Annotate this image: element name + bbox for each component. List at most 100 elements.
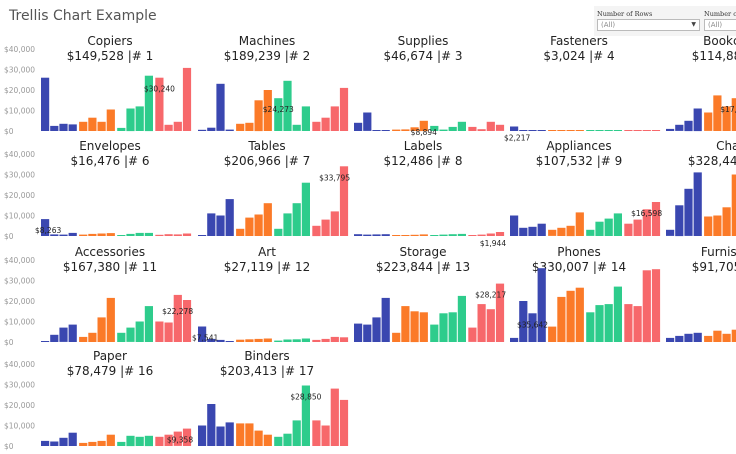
bar-paper: [59, 437, 68, 446]
bar-furnishings: [675, 335, 684, 342]
y-tick-label: $0: [4, 232, 14, 241]
data-label-labels: $1,944: [480, 239, 506, 248]
bar-fasteners: [510, 126, 519, 131]
bar-tables: [301, 182, 310, 236]
bar-fasteners: [586, 130, 595, 131]
bar-phones: [651, 269, 661, 342]
y-tick-label: $0: [4, 442, 14, 451]
bar-fasteners: [548, 130, 557, 131]
bar-machines: [312, 121, 321, 131]
panel-total-fasteners: $3,024 |# 4: [543, 49, 614, 63]
bar-appliances: [575, 212, 584, 236]
bar-copiers: [182, 67, 192, 131]
bar-art: [274, 340, 283, 342]
data-label-machines: $24,273: [263, 105, 294, 114]
bar-machines: [301, 106, 310, 131]
bar-labels: [477, 234, 486, 236]
bar-fasteners: [604, 130, 613, 131]
panel-title-bookcases: Bookcases: [703, 34, 736, 48]
data-label-supplies: $8,894: [411, 128, 437, 137]
bar-storage: [477, 304, 486, 342]
bar-paper: [126, 435, 135, 447]
panel-total-phones: $330,007 |# 14: [532, 260, 626, 274]
bar-furnishings: [684, 333, 693, 342]
bar-appliances: [624, 223, 633, 236]
bar-accessories: [164, 322, 173, 342]
bar-tables: [225, 199, 234, 236]
bar-accessories: [59, 327, 68, 342]
bar-copiers: [126, 108, 135, 132]
y-tick-label: $30,000: [4, 277, 35, 286]
panel-total-appliances: $107,532 |# 9: [536, 154, 623, 168]
bar-furnishings: [713, 330, 722, 342]
bar-labels: [457, 233, 466, 236]
y-tick-label: $0: [4, 338, 14, 347]
panel-title-fasteners: Fasteners: [550, 34, 608, 48]
panel-total-paper: $78,479 |# 16: [67, 364, 154, 378]
bar-furnishings: [666, 337, 675, 342]
panel-title-furnishings: Furnishings: [701, 245, 736, 259]
bar-phones: [633, 306, 642, 342]
bar-storage: [439, 313, 448, 342]
panel-total-binders: $203,413 |# 17: [220, 364, 314, 378]
data-label-copiers: $30,240: [144, 85, 175, 94]
bar-fasteners: [633, 130, 642, 131]
bar-phones: [604, 304, 613, 342]
bar-labels: [486, 233, 495, 236]
bar-paper: [97, 440, 106, 446]
bar-binders: [283, 433, 292, 446]
bar-binders: [254, 430, 263, 446]
bar-labels: [439, 234, 448, 236]
columns-filter-select[interactable]: (All): [704, 19, 736, 31]
bar-supplies: [457, 121, 466, 131]
bar-envelopes: [50, 234, 59, 236]
bar-binders: [321, 425, 330, 446]
bar-art: [198, 326, 207, 342]
bar-supplies: [495, 124, 505, 131]
bar-phones: [528, 313, 537, 342]
bar-copiers: [155, 77, 164, 131]
data-label-storage: $28,217: [475, 291, 506, 300]
bar-machines: [254, 100, 263, 132]
bar-labels: [363, 234, 372, 236]
page-title: Trellis Chart Example: [9, 8, 157, 24]
bar-chairs: [704, 216, 713, 236]
bar-tables: [283, 213, 292, 236]
bar-tables: [263, 203, 272, 236]
bar-envelopes: [173, 234, 182, 236]
y-tick-label: $20,000: [4, 401, 35, 410]
bar-copiers: [59, 123, 68, 131]
bar-appliances: [510, 215, 519, 236]
bar-art: [321, 338, 330, 342]
bar-furnishings: [704, 335, 713, 342]
bar-labels: [419, 234, 428, 236]
bar-envelopes: [144, 232, 153, 236]
data-label-tables: $33,795: [319, 173, 350, 182]
bar-supplies: [372, 130, 381, 131]
bar-fasteners: [537, 130, 546, 131]
bar-supplies: [477, 129, 486, 131]
rows-filter-select[interactable]: (All) ▼: [597, 19, 700, 31]
bar-paper: [135, 436, 144, 446]
bar-accessories: [88, 332, 97, 342]
panel-total-tables: $206,966 |# 7: [224, 154, 311, 168]
bar-copiers: [117, 127, 126, 131]
bar-labels: [392, 235, 401, 236]
bar-fasteners: [613, 130, 622, 131]
bar-supplies: [354, 122, 363, 131]
bar-supplies: [419, 120, 428, 132]
y-tick-label: $0: [4, 127, 14, 136]
bar-appliances: [566, 225, 575, 237]
bar-labels: [354, 234, 363, 236]
bar-art: [207, 338, 216, 342]
panel-title-chairs: Chairs: [716, 139, 736, 153]
y-tick-label: $30,000: [4, 381, 35, 390]
bar-tables: [274, 228, 283, 236]
bar-art: [236, 339, 245, 342]
bar-phones: [642, 270, 651, 343]
bar-phones: [575, 287, 584, 342]
bar-chairs: [731, 174, 736, 236]
bar-copiers: [97, 121, 106, 131]
data-label-art: $7,541: [192, 334, 218, 343]
bar-chairs: [684, 188, 693, 236]
